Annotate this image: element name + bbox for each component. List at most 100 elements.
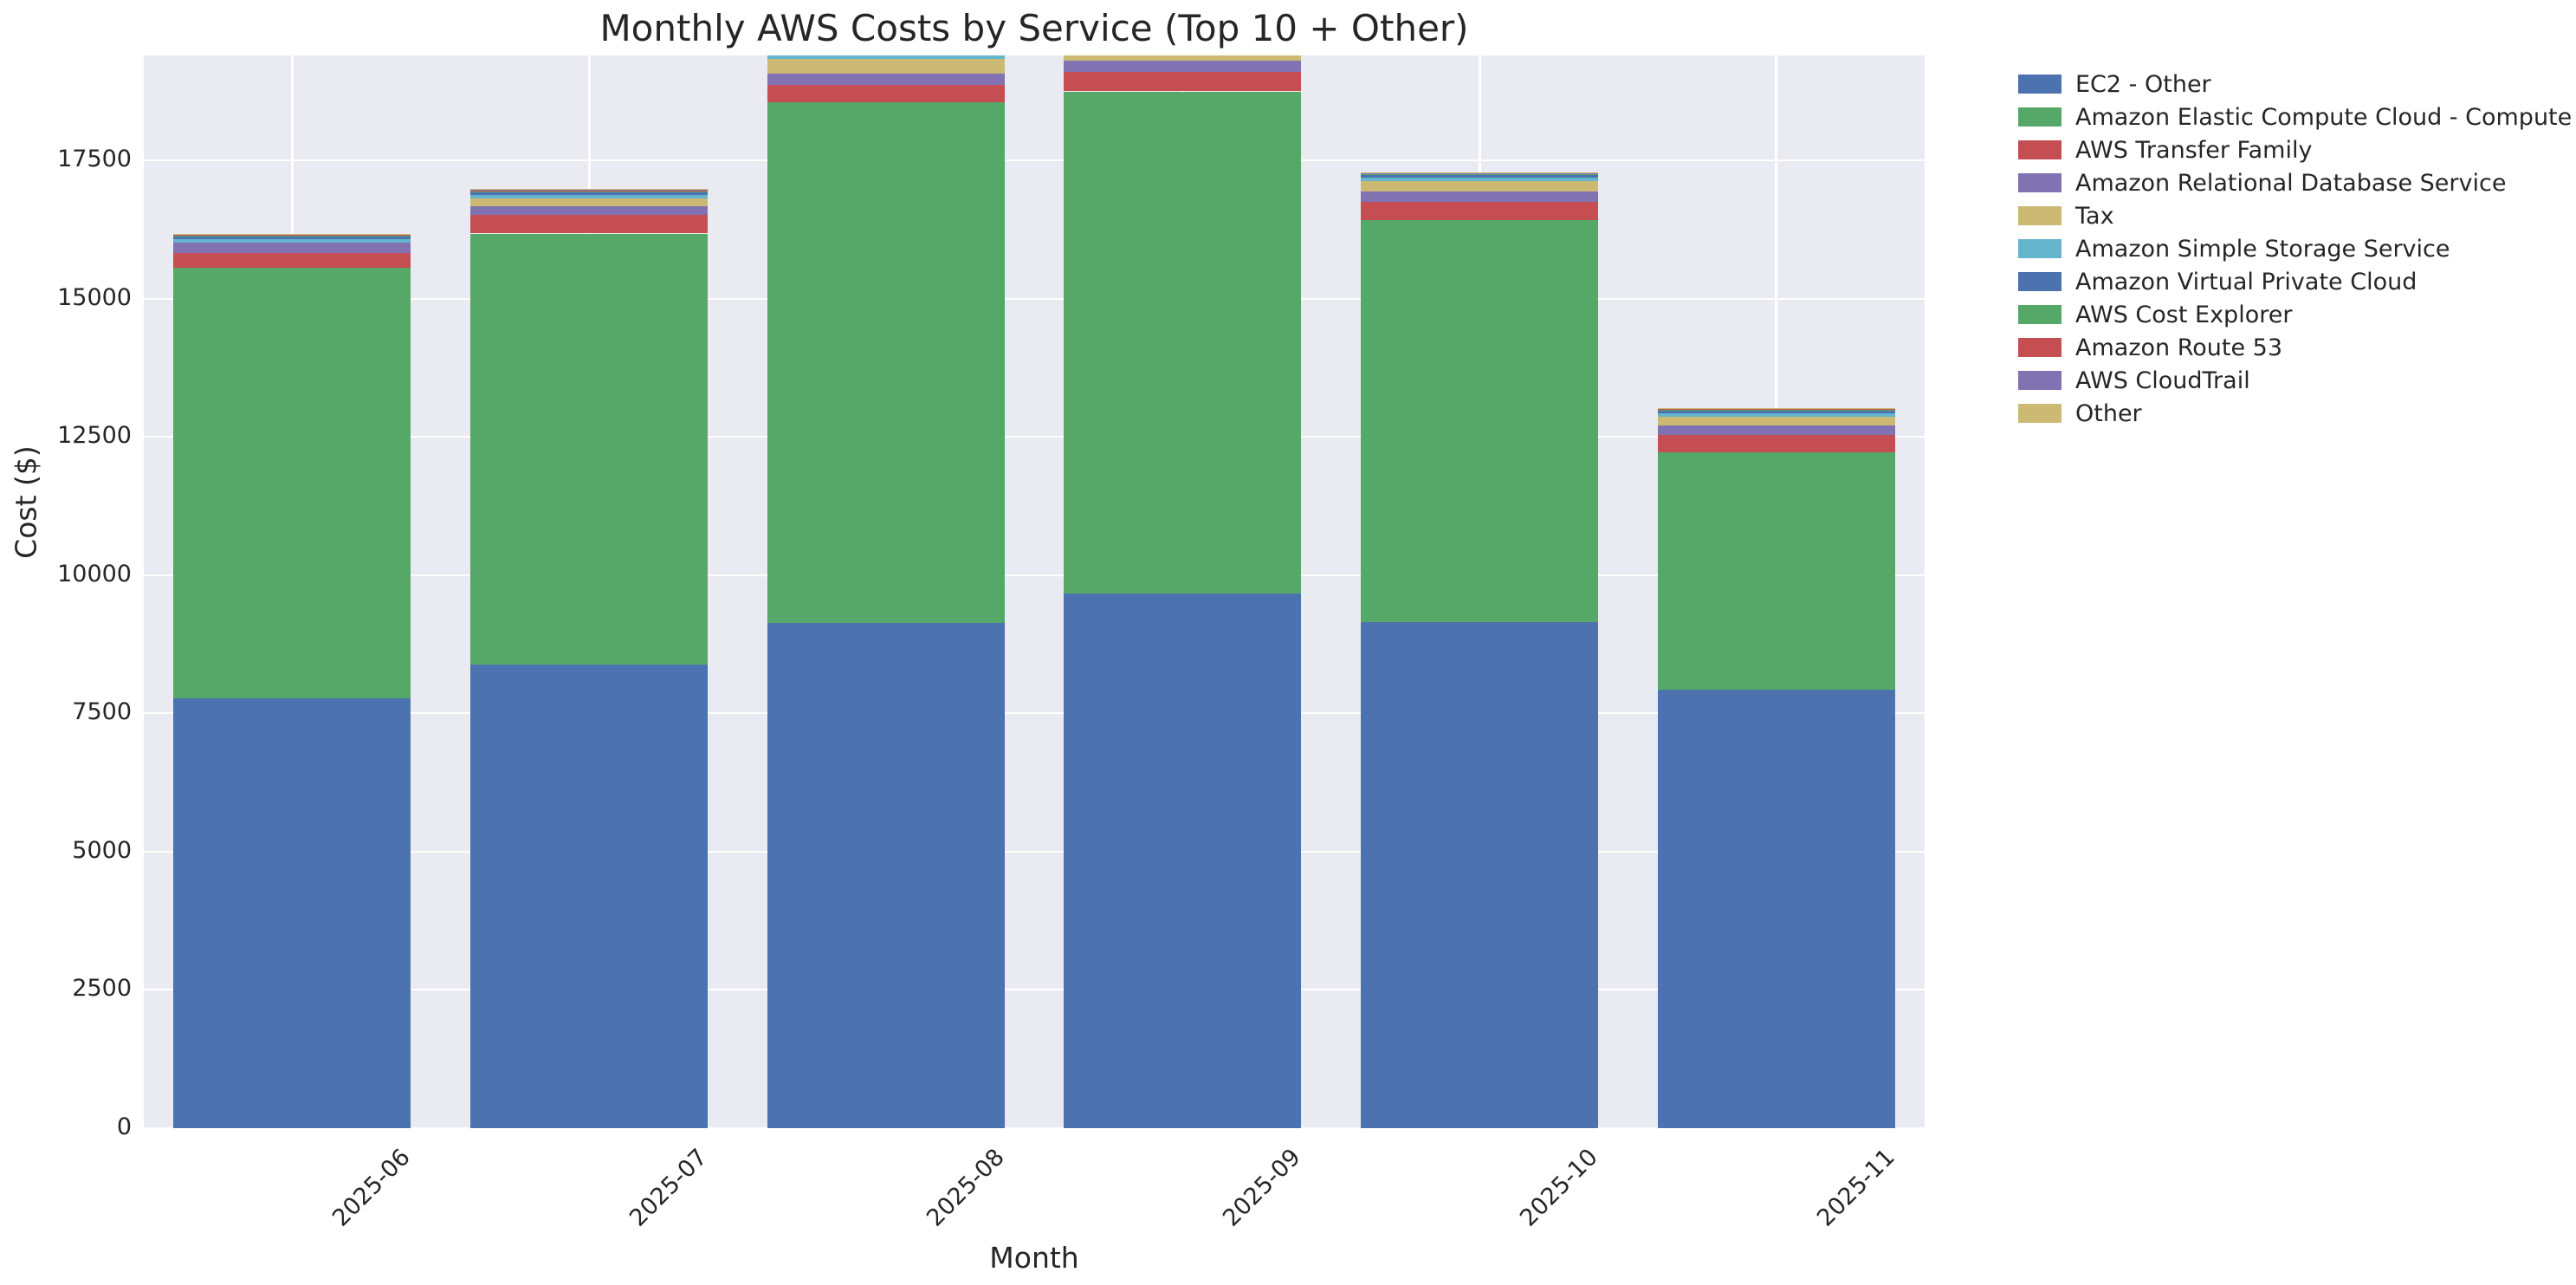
legend-item[interactable]: Other [2018, 397, 2555, 430]
y-axis-label: Cost ($) [9, 445, 43, 559]
bar-segment[interactable] [1360, 191, 1599, 203]
legend-item[interactable]: Amazon Elastic Compute Cloud - Compute [2018, 101, 2572, 133]
legend-item-label: EC2 - Other [2075, 70, 2211, 98]
bar-segment[interactable] [173, 235, 411, 237]
bar-2025-10[interactable] [1360, 172, 1599, 1128]
bar-segment[interactable] [1657, 689, 1895, 1128]
bar-segment[interactable] [1064, 72, 1302, 92]
bar-segment[interactable] [469, 191, 709, 192]
bar-segment[interactable] [1657, 409, 1895, 411]
bar-segment[interactable] [469, 233, 709, 665]
bar-segment[interactable] [469, 194, 709, 198]
y-tick-label: 15000 [57, 283, 132, 311]
bar-segment[interactable] [1360, 202, 1599, 220]
bar-segment[interactable] [1657, 416, 1895, 425]
bar-segment[interactable] [469, 189, 709, 191]
bar-segment[interactable] [1360, 174, 1599, 178]
bar-segment[interactable] [469, 198, 709, 206]
legend-item-label: AWS CloudTrail [2075, 367, 2250, 394]
legend-swatch-icon [2018, 173, 2061, 192]
bar-segment[interactable] [1657, 408, 1895, 409]
bar-segment[interactable] [767, 55, 1005, 59]
gridline-y-6 [144, 297, 1925, 300]
bar-segment[interactable] [1657, 425, 1895, 436]
bar-segment[interactable] [1657, 452, 1895, 690]
bar-segment[interactable] [1064, 91, 1302, 594]
bar-segment[interactable] [1360, 622, 1599, 1128]
legend-item[interactable]: AWS Cost Explorer [2018, 298, 2555, 331]
legend-item[interactable]: AWS Transfer Family [2018, 133, 2555, 166]
legend-swatch-icon [2018, 239, 2061, 258]
gridline-y-7 [144, 159, 1925, 162]
bar-segment[interactable] [469, 205, 709, 216]
legend-swatch-icon [2018, 338, 2061, 357]
plot-area [144, 55, 1925, 1128]
bar-segment[interactable] [767, 58, 1005, 75]
legend-item-label: Tax [2075, 202, 2114, 230]
bar-segment[interactable] [1360, 173, 1599, 174]
bar-segment[interactable] [173, 234, 411, 235]
bar-2025-06[interactable] [173, 233, 411, 1128]
bar-segment[interactable] [469, 215, 709, 234]
bar-segment[interactable] [1360, 180, 1599, 191]
bar-segment[interactable] [173, 233, 411, 235]
bar-segment[interactable] [767, 101, 1005, 623]
bar-segment[interactable] [469, 664, 709, 1128]
gridline-y-2 [144, 850, 1925, 853]
bar-segment[interactable] [767, 74, 1005, 86]
legend-item-label: AWS Transfer Family [2075, 136, 2313, 164]
bar-segment[interactable] [1657, 410, 1895, 413]
bar-segment[interactable] [1360, 173, 1599, 175]
gridline-y-5 [144, 436, 1925, 438]
bar-segment[interactable] [1360, 172, 1599, 174]
bar-segment[interactable] [1360, 219, 1599, 623]
y-tick-label: 2500 [72, 975, 132, 1003]
bar-segment[interactable] [1360, 172, 1599, 173]
legend-item[interactable]: EC2 - Other [2018, 68, 2555, 101]
bar-2025-07[interactable] [469, 189, 709, 1128]
bar-segment[interactable] [1064, 593, 1302, 1128]
bar-segment[interactable] [173, 236, 411, 239]
bar-segment[interactable] [767, 85, 1005, 102]
legend-item-label: AWS Cost Explorer [2075, 301, 2293, 328]
bar-segment[interactable] [173, 268, 411, 699]
y-tick-label: 10000 [57, 560, 132, 587]
bar-segment[interactable] [1360, 178, 1599, 181]
bar-segment[interactable] [173, 238, 411, 243]
bar-segment[interactable] [1657, 412, 1895, 417]
bar-2025-08[interactable] [767, 55, 1005, 1128]
legend-item[interactable]: Tax [2018, 199, 2555, 232]
bar-segment[interactable] [173, 234, 411, 236]
legend-item[interactable]: Amazon Route 53 [2018, 331, 2555, 364]
legend-item-label: Amazon Relational Database Service [2075, 169, 2507, 197]
legend-item[interactable]: Amazon Virtual Private Cloud [2018, 265, 2555, 298]
bar-2025-11[interactable] [1657, 407, 1895, 1128]
bar-segment[interactable] [1657, 407, 1895, 409]
x-axis-label: Month [989, 1241, 1079, 1275]
bar-segment[interactable] [767, 622, 1005, 1128]
bar-segment[interactable] [173, 698, 411, 1128]
bar-segment[interactable] [1657, 435, 1895, 453]
bar-segment[interactable] [1064, 55, 1302, 62]
bar-segment[interactable] [173, 252, 411, 269]
bar-segment[interactable] [1657, 408, 1895, 410]
legend-item-label: Other [2075, 399, 2142, 427]
y-tick-label: 17500 [57, 146, 132, 173]
bar-2025-09[interactable] [1064, 55, 1302, 1128]
x-tick-label: 2025-10 [1515, 1144, 1603, 1232]
legend-item[interactable]: AWS CloudTrail [2018, 364, 2555, 397]
bar-segment[interactable] [1064, 61, 1302, 73]
legend-item[interactable]: Amazon Relational Database Service [2018, 166, 2555, 199]
legend-swatch-icon [2018, 140, 2061, 159]
y-tick-label: 5000 [72, 836, 132, 864]
gridline-y-0 [144, 1127, 1925, 1128]
legend-item-label: Amazon Simple Storage Service [2075, 235, 2450, 263]
legend-swatch-icon [2018, 305, 2061, 324]
bar-segment[interactable] [173, 242, 411, 253]
bar-segment[interactable] [469, 191, 709, 195]
x-tick-label: 2025-06 [327, 1144, 417, 1232]
legend-item-label: Amazon Elastic Compute Cloud - Compute [2075, 103, 2573, 131]
bar-segment[interactable] [469, 190, 709, 191]
legend-item[interactable]: Amazon Simple Storage Service [2018, 232, 2555, 265]
